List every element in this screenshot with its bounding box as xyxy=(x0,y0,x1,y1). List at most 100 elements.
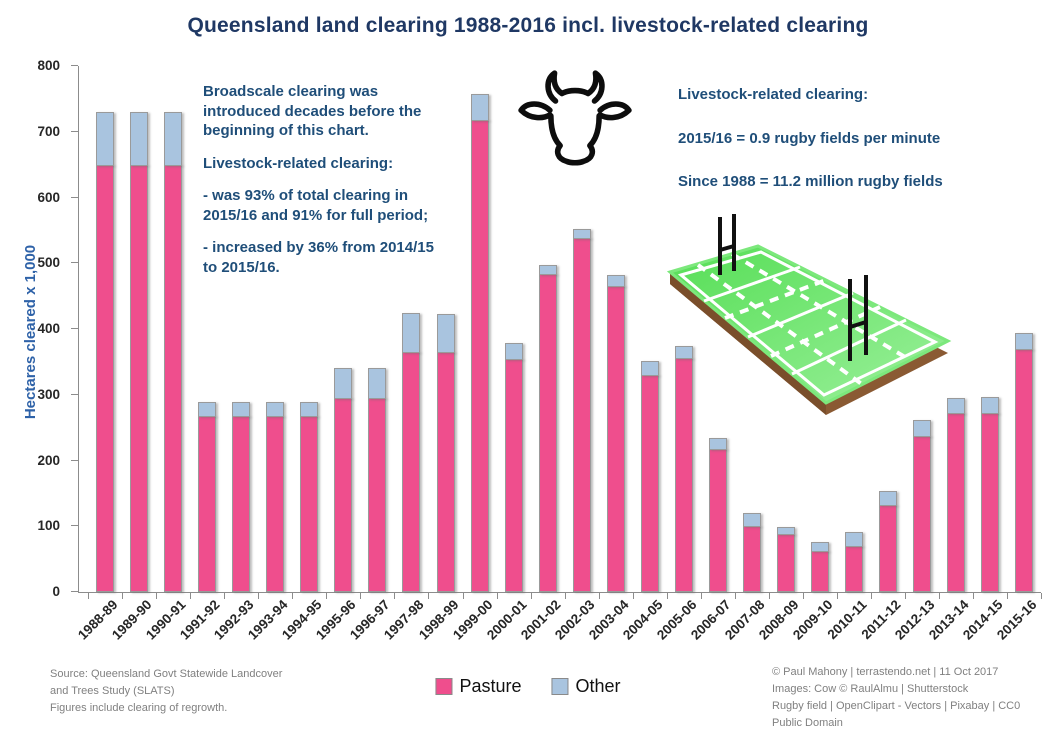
bar-2009-10-pasture xyxy=(811,551,830,592)
bar-2010-11-pasture xyxy=(845,546,864,592)
bar-2013-14-pasture xyxy=(947,413,966,592)
annotation-left: Broadscale clearing was introduced decad… xyxy=(203,82,448,290)
x-tick-mark xyxy=(905,593,907,599)
bar-2000-01-pasture xyxy=(504,359,523,592)
x-tick-mark xyxy=(1007,593,1009,599)
bar-1988-89 xyxy=(96,66,114,592)
credits-line-2: Images: Cow © RaulAlmu | Shutterstock xyxy=(772,683,969,696)
x-axis-labels: 1988-89 1989-90 1990-91 1991-92 1992-93 1993-… xyxy=(75,597,1040,659)
x-tick-mark xyxy=(837,593,839,599)
x-tick-mark xyxy=(530,593,532,599)
y-tick-label-800: 800 xyxy=(37,58,60,73)
y-tick-mark xyxy=(71,525,78,527)
x-tick-mark xyxy=(224,593,226,599)
y-tick-label-0: 0 xyxy=(52,584,60,599)
x-tick-mark xyxy=(768,593,770,599)
bar-1993-94-other xyxy=(266,402,285,417)
bar-1997-98-other xyxy=(402,313,421,353)
bar-1992-93-other xyxy=(232,402,251,417)
x-tick-mark xyxy=(428,593,430,599)
bar-2002-03-pasture xyxy=(572,238,591,592)
bar-2012-13-other xyxy=(913,420,932,437)
x-tick-mark xyxy=(1041,593,1043,599)
annotation-right: Livestock-related clearing: 2015/16 = 0.… xyxy=(678,85,1028,216)
bar-1989-90-pasture xyxy=(130,165,149,592)
x-tick-mark xyxy=(258,593,260,599)
goal-post-icon xyxy=(718,214,736,275)
x-tick-mark xyxy=(496,593,498,599)
x-tick-mark xyxy=(87,593,89,599)
bar-2014-15-other xyxy=(981,397,1000,414)
x-tick-mark xyxy=(326,593,328,599)
rugby-field-icon xyxy=(666,214,952,415)
bar-1991-92-other xyxy=(198,402,217,417)
source-note-line-3: Figures include clearing of regrowth. xyxy=(50,702,228,715)
bar-1988-89-pasture xyxy=(96,165,114,592)
x-tick-mark xyxy=(292,593,294,599)
x-tick-mark xyxy=(598,593,600,599)
source-note-line-1: Source: Queensland Govt Statewide Landco… xyxy=(50,668,283,680)
bar-1990-91-pasture xyxy=(164,165,183,592)
bar-2009-10-other xyxy=(811,542,830,552)
y-tick-label-200: 200 xyxy=(37,452,60,468)
legend-item-pasture: Pasture xyxy=(435,676,522,697)
credits-line-1: © Paul Mahony | terrastendo.net | 11 Oct… xyxy=(772,666,999,678)
x-tick-mark xyxy=(973,593,975,599)
bar-2001-02-other xyxy=(538,265,557,275)
annotation-left-line-4: - increased by 36% from 2014/15 to 2015/… xyxy=(203,239,434,276)
bar-1995-96-pasture xyxy=(334,398,353,592)
bar-2012-13-pasture xyxy=(913,436,932,592)
y-tick-label-700: 700 xyxy=(37,123,60,139)
page-title: Queensland land clearing 1988-2016 incl.… xyxy=(187,14,869,37)
y-tick-mark xyxy=(71,262,78,264)
bar-1992-93-pasture xyxy=(232,416,251,592)
bar-1993-94-pasture xyxy=(266,416,285,592)
bar-2007-08-other xyxy=(742,513,761,527)
bar-2002-03-other xyxy=(572,229,591,239)
y-tick-label-300: 300 xyxy=(37,386,60,402)
x-tick-mark xyxy=(871,593,873,599)
x-label-2015-16: 2015-16 xyxy=(994,597,1040,643)
source-note-line-2: and Trees Study (SLATS) xyxy=(50,685,175,698)
x-tick-mark xyxy=(462,593,464,599)
x-tick-mark xyxy=(190,593,192,599)
y-tick-label-600: 600 xyxy=(37,189,60,205)
bar-1996-97-other xyxy=(368,368,387,399)
goal-post-icon xyxy=(848,275,868,361)
bar-1999-00 xyxy=(470,66,489,592)
x-tick-mark xyxy=(803,593,805,599)
y-tick-mark xyxy=(71,393,78,395)
cow-icon xyxy=(518,70,632,166)
bar-2003-04-pasture xyxy=(606,286,625,592)
bar-1996-97-pasture xyxy=(368,398,387,592)
annotation-right-line-3: Since 1988 = 11.2 million rugby fields xyxy=(678,173,943,190)
annotation-right-line-2: 2015/16 = 0.9 rugby fields per minute xyxy=(678,129,941,147)
legend-label-pasture: Pasture xyxy=(459,676,522,696)
bar-1998-99-pasture xyxy=(436,352,455,592)
bar-2008-09-pasture xyxy=(777,534,795,592)
y-tick-mark xyxy=(71,591,78,592)
x-tick-mark xyxy=(394,593,396,599)
x-tick-mark xyxy=(156,593,158,599)
bar-1999-00-other xyxy=(470,94,489,121)
y-tick-mark xyxy=(71,196,78,198)
x-tick-mark xyxy=(666,593,668,599)
credits-line-4: Public Domain xyxy=(772,717,843,730)
bar-2003-04-other xyxy=(606,275,625,287)
credits-line-3: Rugby field | OpenClipart - Vectors | Pi… xyxy=(772,700,1021,713)
x-tick-mark xyxy=(360,593,362,599)
bar-2007-08-pasture xyxy=(742,526,761,592)
bar-1991-92-pasture xyxy=(198,416,217,592)
bar-1994-95-pasture xyxy=(300,416,319,592)
y-tick-mark xyxy=(71,65,78,66)
x-tick-mark xyxy=(122,593,124,599)
bar-2014-15-pasture xyxy=(981,413,1000,592)
credits-note: © Paul Mahony | terrastendo.net | 11 Oct… xyxy=(772,664,1052,732)
y-tick-mark xyxy=(71,130,78,132)
legend: Pasture Other xyxy=(435,676,621,697)
bar-1999-00-pasture xyxy=(470,120,489,592)
bar-1989-90-other xyxy=(130,112,149,166)
bar-1997-98-pasture xyxy=(402,352,421,592)
other-swatch xyxy=(551,678,569,695)
